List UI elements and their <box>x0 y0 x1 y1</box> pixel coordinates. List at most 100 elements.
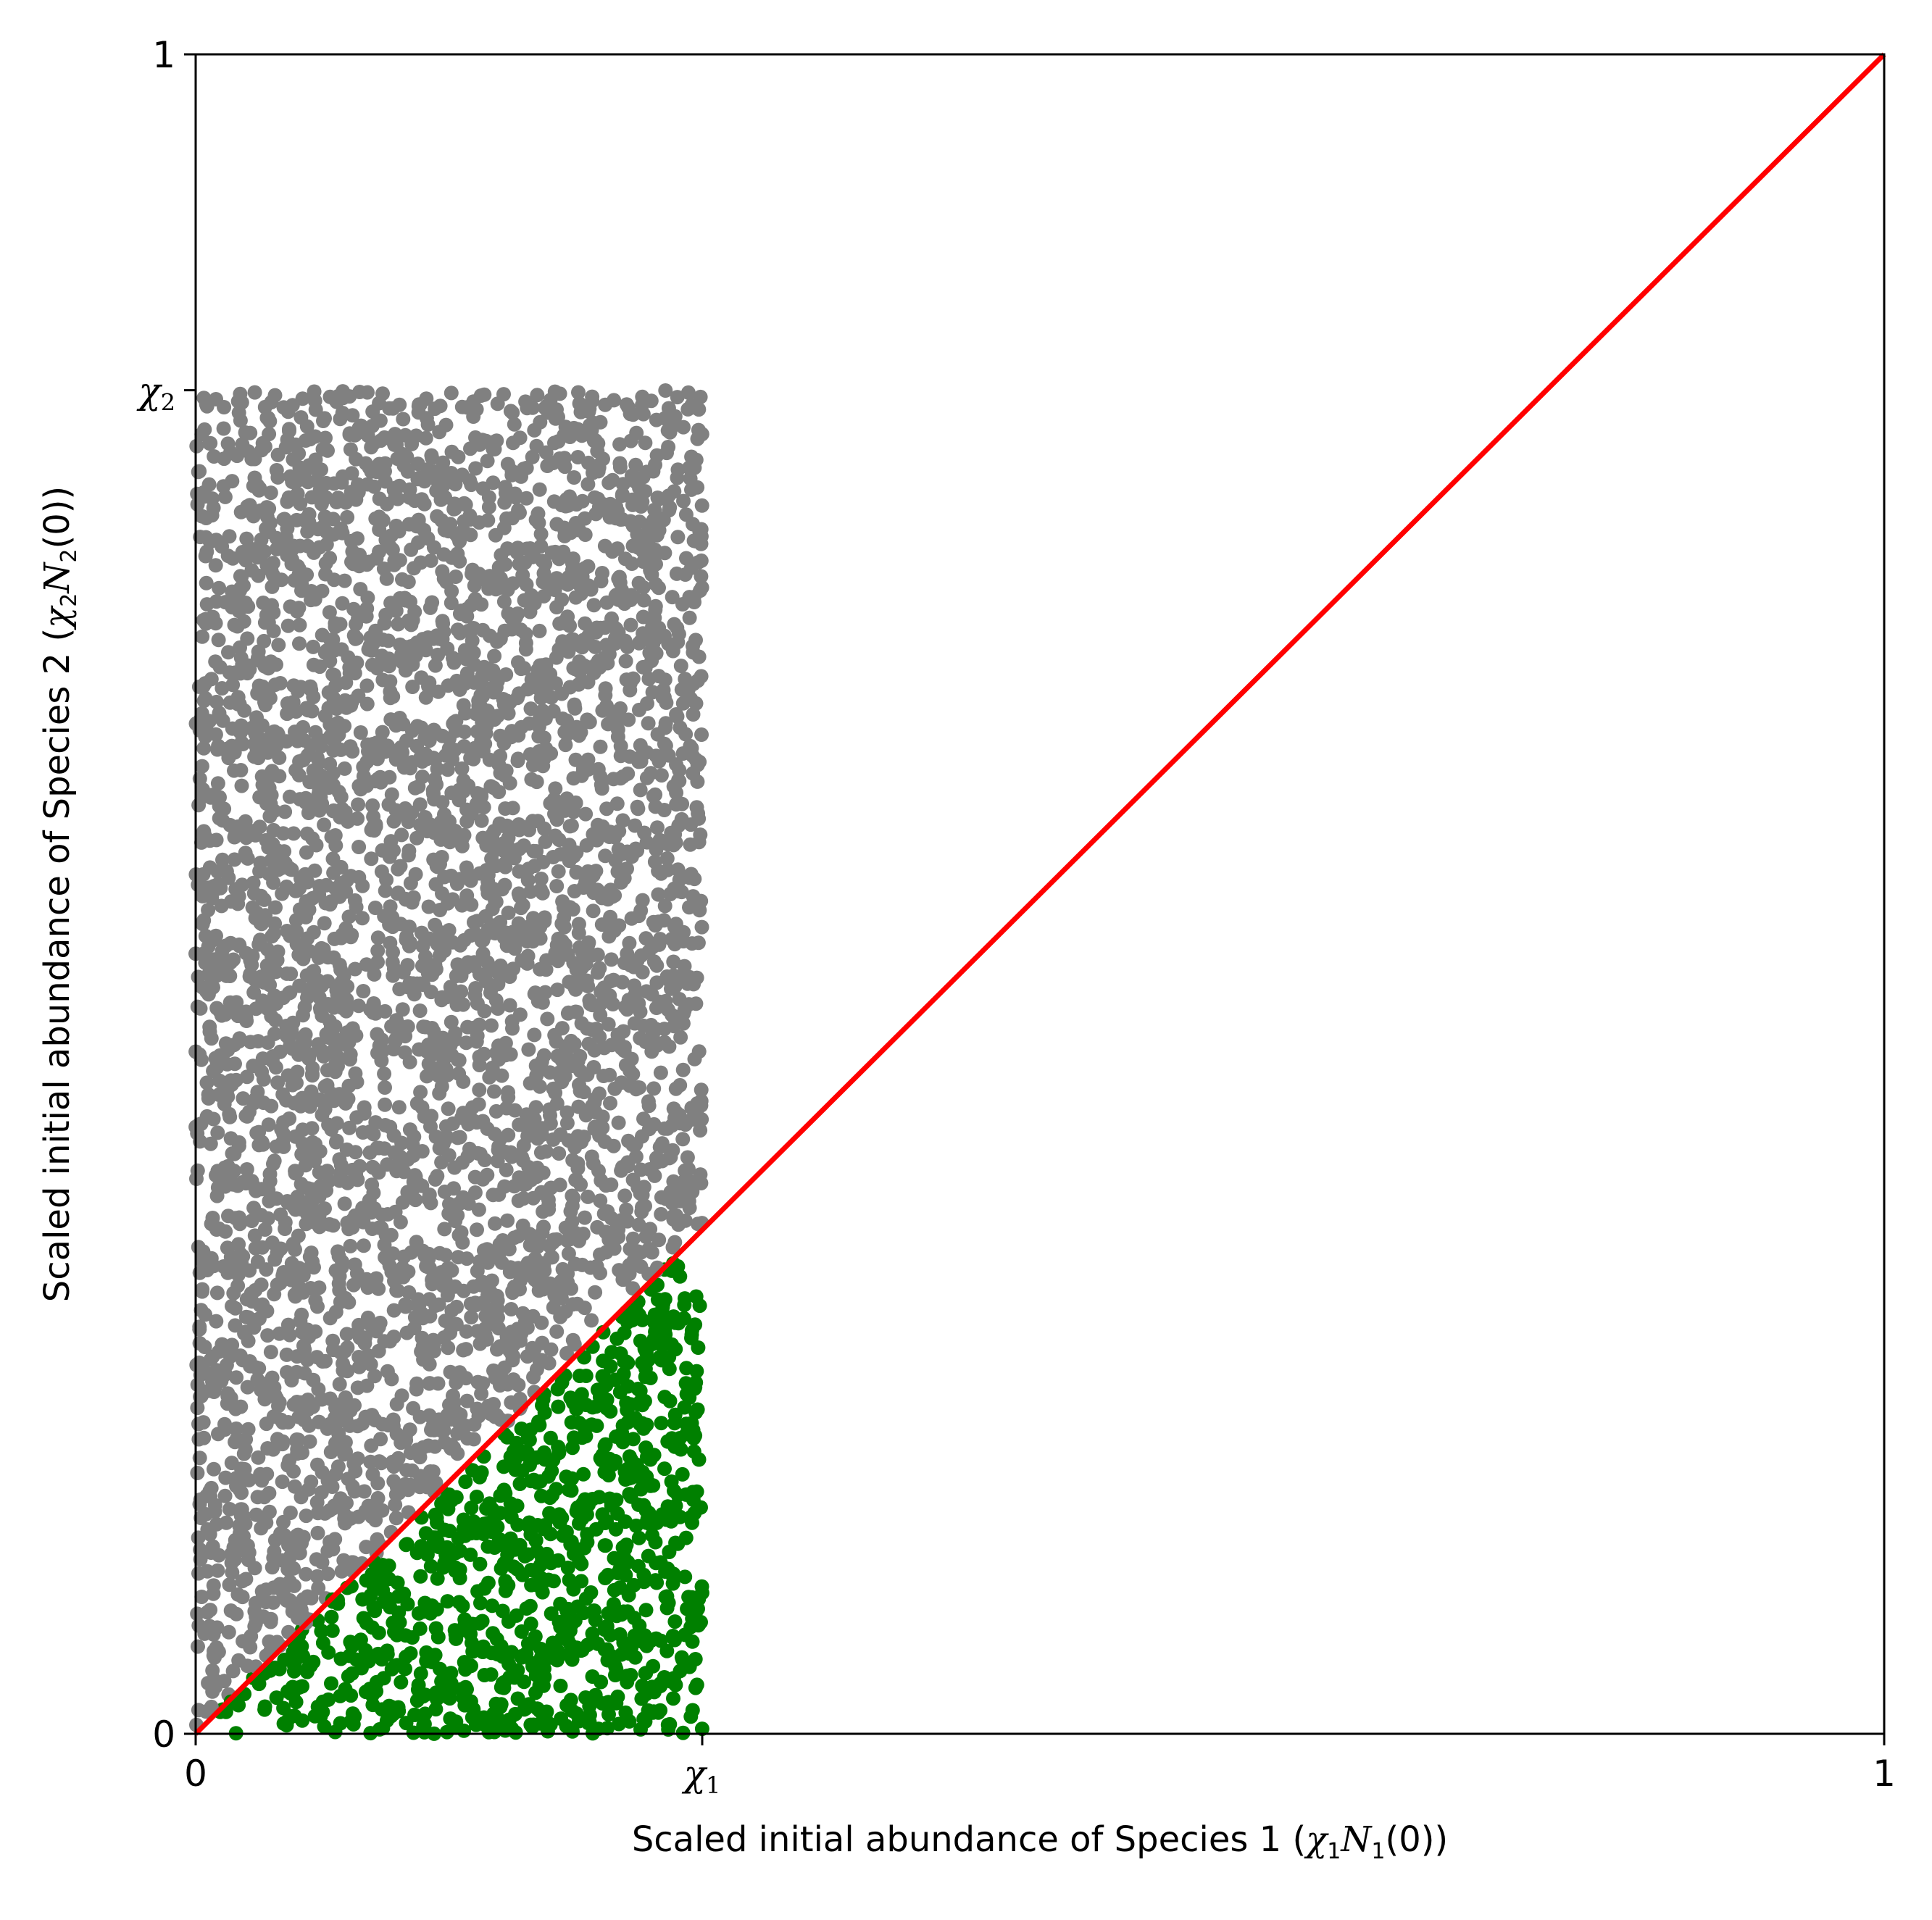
scatter-point-gray <box>568 752 583 767</box>
scatter-point-gray <box>422 1376 437 1391</box>
scatter-point-gray <box>250 550 265 565</box>
scatter-point-green <box>543 1430 558 1445</box>
scatter-point-gray <box>504 622 520 637</box>
scatter-point-gray <box>625 671 641 686</box>
scatter-point-gray <box>398 1299 413 1314</box>
scatter-point-gray <box>427 1335 441 1351</box>
scatter-point-gray <box>530 1239 545 1254</box>
scatter-point-green <box>635 1356 650 1371</box>
scatter-point-gray <box>333 412 348 427</box>
scatter-point-gray <box>522 1227 537 1242</box>
scatter-point-gray <box>353 725 368 740</box>
scatter-point-gray <box>385 955 400 970</box>
scatter-point-gray <box>541 1198 557 1213</box>
scatter-point-gray <box>196 740 212 756</box>
scatter-point-gray <box>409 1096 425 1111</box>
scatter-point-gray <box>209 1285 225 1301</box>
scatter-point-gray <box>312 1414 327 1429</box>
scatter-point-gray <box>448 1026 463 1040</box>
scatter-point-gray <box>386 814 401 829</box>
scatter-point-gray <box>401 843 417 859</box>
scatter-point-gray <box>676 420 691 435</box>
scatter-point-gray <box>360 385 375 400</box>
scatter-point-green <box>585 1669 600 1684</box>
scatter-point-gray <box>598 397 613 412</box>
scatter-point-gray <box>405 650 420 665</box>
scatter-point-gray <box>270 1277 285 1293</box>
scatter-point-green <box>269 1690 284 1706</box>
scatter-point-gray <box>383 935 398 951</box>
scatter-point-green <box>607 1582 622 1598</box>
scatter-point-gray <box>612 918 627 933</box>
scatter-point-gray <box>192 1322 207 1337</box>
scatter-point-gray <box>365 737 380 752</box>
scatter-point-gray <box>209 1001 225 1016</box>
scatter-point-gray <box>505 405 520 420</box>
scatter-point-gray <box>375 672 391 688</box>
scatter-point-green <box>356 1611 371 1626</box>
scatter-point-gray <box>496 594 512 609</box>
scatter-point-gray <box>270 1245 285 1261</box>
scatter-point-gray <box>620 946 635 961</box>
scatter-point-gray <box>207 1461 221 1477</box>
scatter-point-gray <box>510 751 525 767</box>
scatter-point-gray <box>519 491 534 506</box>
scatter-point-green <box>520 1445 535 1460</box>
scatter-point-green <box>429 1511 444 1525</box>
scatter-point-gray <box>263 1345 278 1360</box>
scatter-point-gray <box>378 474 393 489</box>
scatter-point-gray <box>309 1552 324 1567</box>
scatter-point-gray <box>454 761 470 776</box>
scatter-point-gray <box>593 620 608 635</box>
scatter-point-gray <box>404 895 420 910</box>
scatter-point-green <box>576 1466 591 1482</box>
scatter-point-gray <box>263 515 278 530</box>
scatter-point-green <box>403 1646 418 1661</box>
scatter-point-green <box>646 1448 661 1464</box>
scatter-point-green <box>574 1387 589 1402</box>
scatter-point-gray <box>348 961 362 977</box>
scatter-point-gray <box>202 714 217 729</box>
scatter-point-gray <box>497 495 512 510</box>
scatter-point-gray <box>405 680 420 694</box>
scatter-point-gray <box>546 576 561 591</box>
scatter-point-gray <box>454 604 469 618</box>
scatter-point-gray <box>206 1111 221 1127</box>
scatter-point-gray <box>681 1193 696 1209</box>
scatter-point-gray <box>367 1413 383 1428</box>
scatter-point-gray <box>327 1093 341 1109</box>
scatter-point-gray <box>620 639 635 654</box>
scatter-point-gray <box>594 917 609 932</box>
scatter-point-gray <box>304 1245 319 1261</box>
scatter-point-green <box>565 1724 580 1739</box>
scatter-point-gray <box>262 1166 278 1182</box>
scatter-point-gray <box>503 1047 518 1062</box>
scatter-point-gray <box>548 781 563 796</box>
scatter-point-gray <box>549 938 565 953</box>
scatter-point-gray <box>233 569 248 584</box>
scatter-point-gray <box>210 776 225 791</box>
scatter-point-gray <box>243 425 258 441</box>
scatter-point-gray <box>424 1422 438 1437</box>
scatter-point-gray <box>440 762 455 777</box>
scatter-point-gray <box>567 697 582 712</box>
scatter-point-gray <box>557 451 572 466</box>
scatter-point-gray <box>568 1225 583 1240</box>
scatter-point-gray <box>262 1485 277 1500</box>
scatter-point-gray <box>367 967 382 982</box>
scatter-point-green <box>365 1698 380 1713</box>
scatter-point-gray <box>596 1069 611 1083</box>
scatter-point-gray <box>612 569 627 585</box>
scatter-point-gray <box>475 1114 491 1129</box>
scatter-point-gray <box>391 524 407 539</box>
scatter-point-gray <box>337 1196 352 1211</box>
scatter-point-gray <box>450 1052 465 1067</box>
scatter-point-gray <box>483 779 499 794</box>
scatter-point-gray <box>638 1230 654 1244</box>
scatter-point-green <box>559 1469 574 1485</box>
scatter-point-gray <box>428 1298 443 1313</box>
scatter-point-gray <box>564 1281 578 1296</box>
scatter-point-gray <box>446 1395 462 1410</box>
scatter-point-gray <box>351 611 366 626</box>
scatter-point-green <box>686 1485 701 1500</box>
